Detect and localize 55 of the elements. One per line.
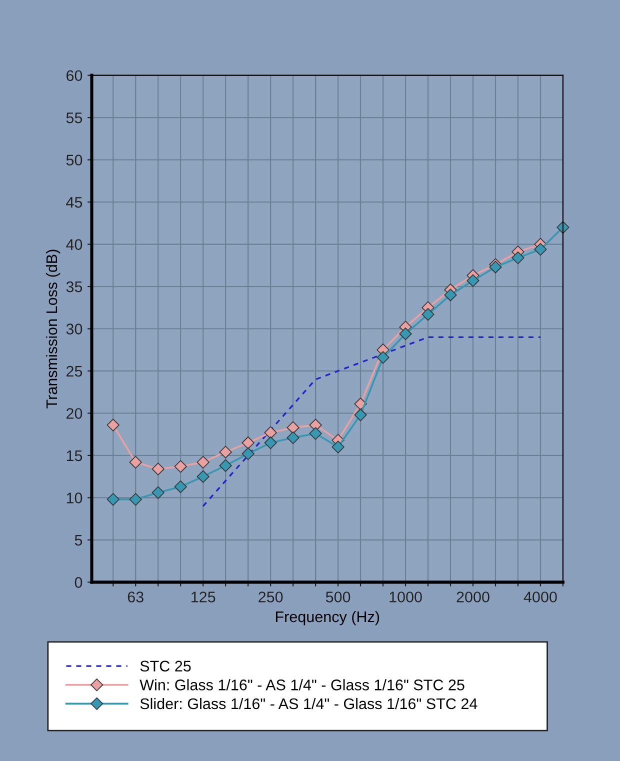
point bbox=[466, 274, 480, 287]
point bbox=[219, 446, 232, 458]
legend-label: STC 25 bbox=[140, 660, 191, 672]
y-tick-label: 10 bbox=[66, 492, 82, 504]
y-tick-label: 40 bbox=[66, 239, 82, 250]
y-tick-label: 60 bbox=[66, 70, 82, 82]
y-tick-label: 0 bbox=[74, 577, 82, 588]
point bbox=[422, 308, 434, 321]
x-tick-label: 4000 bbox=[524, 592, 557, 602]
point bbox=[354, 408, 367, 422]
x-tick-label: 125 bbox=[192, 592, 216, 602]
point bbox=[106, 493, 120, 506]
y-tick-label: 15 bbox=[66, 450, 82, 462]
line-series bbox=[202, 336, 542, 507]
y-axis-title: Transmission Loss (dB) bbox=[46, 250, 60, 408]
point bbox=[174, 480, 187, 494]
x-axis-title: Frequency (Hz) bbox=[276, 610, 380, 626]
point bbox=[512, 251, 524, 264]
point bbox=[489, 260, 502, 274]
point bbox=[534, 243, 547, 256]
point bbox=[264, 426, 277, 439]
y-tick-label: 30 bbox=[66, 324, 82, 334]
point bbox=[152, 462, 164, 476]
y-tick-label: 55 bbox=[66, 112, 82, 124]
x-tick-label: 500 bbox=[326, 592, 350, 602]
point bbox=[196, 470, 210, 483]
point bbox=[129, 493, 142, 506]
point bbox=[286, 431, 300, 444]
point bbox=[219, 459, 232, 472]
point bbox=[264, 436, 277, 450]
point bbox=[174, 460, 187, 473]
point bbox=[152, 486, 164, 499]
legend-label: Slider: Glass 1/16" - AS 1/4" - Glass 1/16" STC 24 bbox=[140, 698, 478, 710]
y-tick-label: 25 bbox=[66, 366, 82, 377]
point bbox=[196, 456, 210, 469]
point bbox=[444, 288, 457, 302]
point bbox=[242, 447, 254, 460]
point bbox=[309, 427, 322, 440]
y-tick-label: 35 bbox=[66, 281, 82, 292]
y-tick-label: 50 bbox=[66, 154, 82, 166]
y-tick-label: 45 bbox=[66, 197, 82, 208]
legend-label: Win: Glass 1/16" - AS 1/4" - Glass 1/16" STC 25 bbox=[140, 679, 464, 690]
x-tick-label: 2000 bbox=[456, 592, 490, 602]
point bbox=[242, 436, 254, 450]
y-tick-label: 5 bbox=[74, 534, 82, 546]
point bbox=[399, 328, 412, 340]
point bbox=[286, 421, 300, 434]
point bbox=[332, 440, 344, 454]
x-tick-label: 63 bbox=[128, 592, 144, 602]
point bbox=[129, 456, 142, 469]
y-tick-label: 20 bbox=[66, 408, 82, 419]
point bbox=[106, 418, 120, 432]
x-tick-label: 1000 bbox=[390, 592, 422, 602]
point bbox=[376, 351, 390, 364]
x-tick-label: 250 bbox=[258, 592, 283, 602]
